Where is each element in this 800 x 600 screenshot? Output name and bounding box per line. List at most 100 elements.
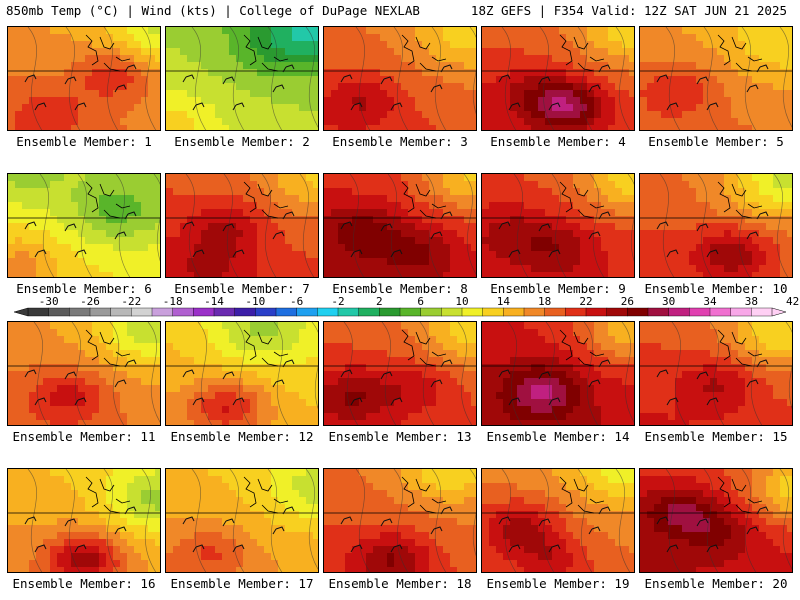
color-scale-swatch <box>275 307 298 317</box>
wind-barb <box>192 249 205 258</box>
ensemble-member-label: Ensemble Member: 16 <box>12 576 156 591</box>
height-contour <box>115 174 131 277</box>
color-scale-tick-label: 10 <box>455 295 468 308</box>
great-lakes-outline <box>85 34 131 72</box>
wind-barb <box>34 102 47 111</box>
wind-barb <box>598 359 611 368</box>
wind-barb <box>696 518 709 527</box>
wind-barb <box>350 397 363 406</box>
wind-barb <box>498 516 511 525</box>
height-contour <box>197 322 213 425</box>
height-contour <box>747 322 763 425</box>
height-contour <box>261 174 277 277</box>
color-scale-swatch <box>709 307 732 317</box>
ensemble-member-map <box>7 26 161 131</box>
color-scale-tick-label: 26 <box>621 295 634 308</box>
color-scale-swatch <box>399 307 422 317</box>
height-contour <box>33 322 49 425</box>
wind-barb <box>548 397 561 406</box>
wind-barb <box>34 544 47 553</box>
ensemble-member-map <box>639 26 793 131</box>
height-contour <box>779 27 792 128</box>
wind-barb <box>666 249 679 258</box>
height-contour <box>141 27 157 130</box>
wind-barb <box>222 223 235 232</box>
height-contour <box>501 469 517 572</box>
height-contour <box>27 469 43 572</box>
color-scale-swatch <box>689 307 711 317</box>
great-lakes-outline <box>559 34 605 72</box>
temperature-field <box>482 27 634 130</box>
wind-barb <box>440 506 453 515</box>
height-contour <box>77 174 93 277</box>
wind-barb <box>746 231 759 240</box>
wind-barb <box>588 84 601 93</box>
wind-barb <box>124 359 137 368</box>
wind-barb <box>756 211 769 220</box>
height-contour <box>273 322 289 425</box>
color-scale-swatch <box>193 307 215 317</box>
height-contour <box>229 469 245 572</box>
color-scale-tick-label: -30 <box>39 295 59 308</box>
temperature-field <box>166 27 318 130</box>
height-contour <box>431 469 447 572</box>
color-scale-swatch <box>606 307 628 317</box>
color-scale-swatch <box>358 307 380 317</box>
height-contour <box>671 322 687 425</box>
color-scale-tick-label: -10 <box>245 295 265 308</box>
height-contour <box>65 469 81 572</box>
wind-barb <box>182 516 195 525</box>
color-scale-tick-label: 34 <box>703 295 717 308</box>
temperature-field <box>482 174 634 277</box>
great-lakes-outline <box>85 181 131 219</box>
wind-barb <box>222 518 235 527</box>
height-contour <box>735 174 751 277</box>
ensemble-member-label: Ensemble Member: 7 <box>174 281 310 296</box>
wind-barb <box>24 221 37 230</box>
wind-barb <box>548 249 561 258</box>
color-scale-swatch <box>89 307 112 317</box>
ensemble-member-map <box>7 468 161 573</box>
color-scale-swatch <box>317 307 339 317</box>
wind-barb <box>182 74 195 83</box>
wind-barb <box>350 249 363 258</box>
temperature-field <box>324 322 476 425</box>
wind-barb <box>350 544 363 553</box>
wind-barb <box>222 76 235 85</box>
height-contour <box>387 174 403 277</box>
ensemble-member-label: Ensemble Member: 2 <box>174 134 310 149</box>
temperature-field <box>324 27 476 130</box>
height-contour <box>539 469 555 572</box>
great-lakes-outline <box>559 181 605 219</box>
color-scale-tick-label: -6 <box>290 295 303 308</box>
wind-barb <box>232 544 245 553</box>
color-scale-tick-label: -22 <box>121 295 141 308</box>
height-contour <box>627 174 634 261</box>
wind-barb <box>64 371 77 380</box>
color-scale-swatch <box>110 307 132 317</box>
wind-barb <box>182 369 195 378</box>
color-scale-swatch <box>151 307 174 317</box>
height-contour <box>583 322 599 425</box>
height-contour <box>393 27 409 130</box>
wind-barb <box>232 397 245 406</box>
height-contour <box>267 27 283 130</box>
height-contour <box>773 174 789 277</box>
height-contour <box>185 174 201 277</box>
color-scale-tick-label: 38 <box>745 295 758 308</box>
temperature-field <box>482 469 634 572</box>
height-contour <box>103 27 119 130</box>
temperature-field <box>166 174 318 277</box>
height-contour <box>235 322 251 425</box>
color-scale-swatch <box>461 307 484 317</box>
height-contour <box>469 27 476 114</box>
height-contour <box>419 322 435 425</box>
wind-barb <box>696 76 709 85</box>
temperature-field <box>640 469 792 572</box>
wind-barb <box>74 249 87 258</box>
ensemble-member-map <box>481 468 635 573</box>
wind-barb <box>380 223 393 232</box>
height-contour <box>343 322 359 425</box>
height-contour <box>741 27 757 130</box>
color-scale-tick-label: -18 <box>163 295 183 308</box>
